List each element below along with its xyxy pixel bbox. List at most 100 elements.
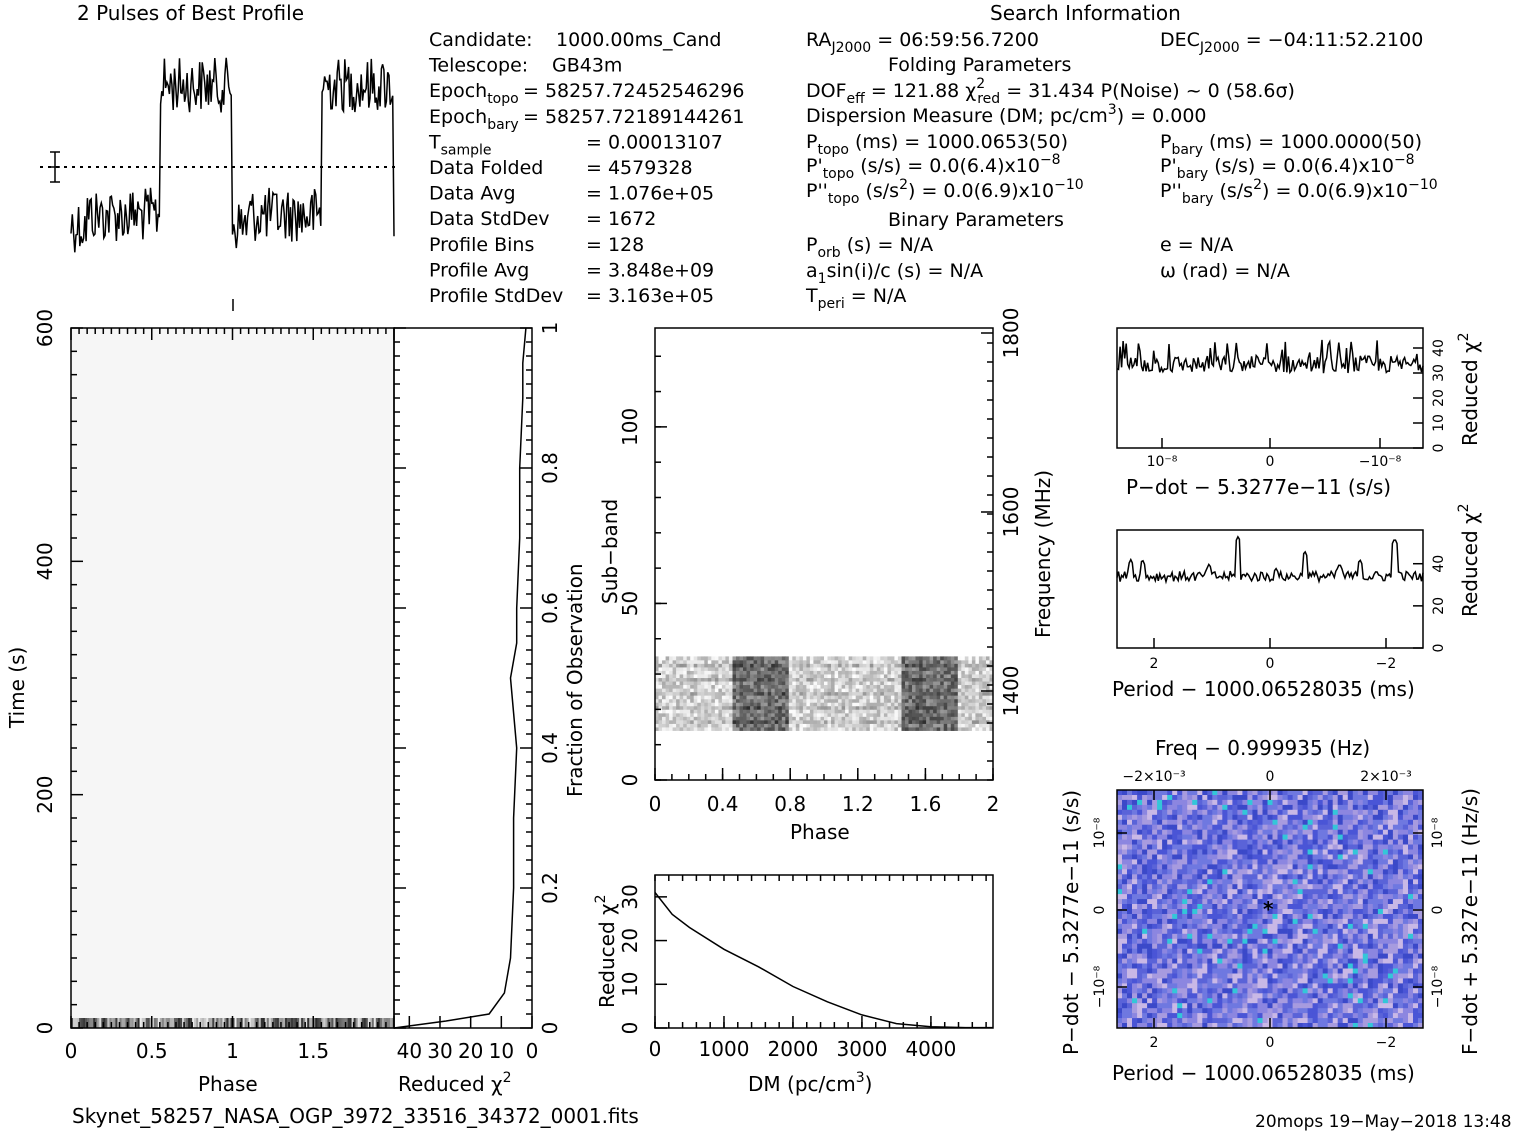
ct-xtick-label: 40	[397, 1039, 422, 1063]
sb-y2label: Frequency (MHz)	[1031, 470, 1055, 638]
pd-xtick-label: 10⁻⁸	[1147, 454, 1178, 470]
info-row-value: = 3.848e+09	[586, 259, 714, 281]
dm-xtick-label: 3000	[836, 1037, 887, 1061]
pe-xlabel: Period − 1000.06528035 (ms)	[1112, 677, 1415, 701]
tp-ytick-label: 600	[33, 309, 57, 347]
ppdot-ticks: 2 0 −2 −2×10⁻³ 0 2×10⁻³ 10⁻⁸ 0 −10⁻⁸ 10⁻⁸ 0 −10⁻⁸	[1092, 769, 1446, 1051]
dm-ytick-label: 20	[618, 928, 642, 953]
sb-xtick-label: 2	[987, 792, 1000, 816]
pbary-value: Pbary (ms) = 1000.0000(50)	[1160, 131, 1422, 158]
pd-xtick-label: 0	[1266, 454, 1275, 470]
ct-xtick-label: 30	[427, 1039, 452, 1063]
dm-chi2-plot: 0 1000 2000 3000 4000 0 10 20 30	[618, 874, 994, 1061]
subband-phase-plot: 0 0.4 0.8 1.2 1.6 2 0 50 100 1400 1600 1800	[618, 308, 1023, 816]
omega-value: ω (rad) = N/A	[1160, 260, 1290, 282]
ct-ytick-label: 0.8	[538, 452, 562, 484]
binary-title: Binary Parameters	[888, 209, 1064, 231]
tp-ytick-label: 400	[33, 542, 57, 580]
pp-xtick-label: −2	[1376, 1035, 1397, 1051]
ecc-value: e = N/A	[1160, 234, 1233, 256]
timestamp: 20mops 19−May−2018 13:48	[1255, 1112, 1512, 1132]
ct-xtick-label: 10	[489, 1039, 514, 1063]
info-row-label: Data Avg	[429, 183, 516, 205]
sb-xtick-label: 1.6	[909, 792, 941, 816]
pe-ytick-label: 20	[1431, 597, 1447, 615]
sb-xtick-label: 0.8	[774, 792, 806, 816]
subband-ticks: 0 0.4 0.8 1.2 1.6 2 0 50 100 1400 1600 1800	[618, 308, 1023, 816]
tp-ytick-label: 200	[33, 776, 57, 814]
pp-ytick-label: 10⁻⁸	[1092, 817, 1108, 848]
pdot-chi2-ticks: 10⁻⁸ 0 −10⁻⁸ 0 10 20 30 40	[1147, 339, 1447, 470]
time-phase-first-block	[71, 1018, 395, 1028]
info-row-value: GB43m	[552, 55, 622, 77]
sb-xlabel: Phase	[790, 820, 850, 844]
search-info-title: Search Information	[990, 1, 1181, 25]
info-row-value: 1000.00ms_Cand	[556, 29, 722, 51]
best-candidate-marker: *	[1263, 897, 1274, 921]
axis-labels: Phase Time (s) Reduced χ2 Fraction of Ob…	[5, 332, 1482, 1096]
sb-ytick-label: 50	[618, 591, 642, 616]
fits-filename: Skynet_58257_NASA_OGP_3972_33516_34372_0…	[72, 1104, 639, 1128]
pp-y2label: F−dot + 5.327e−11 (Hz/s)	[1458, 788, 1482, 1055]
ct-xtick-label: 20	[458, 1039, 483, 1063]
dm-ytick-label: 0	[618, 1022, 642, 1035]
pp-y2tick-label: 10⁻⁸	[1430, 817, 1446, 848]
sb-xtick-label: 1.2	[842, 792, 874, 816]
info-row-label: Tsample	[428, 131, 492, 158]
profile-series	[70, 57, 395, 253]
info-row-value: = 1672	[586, 208, 656, 230]
info-row-value: = 128	[586, 234, 644, 256]
ra-value: RAJ2000 = 06:59:56.7200	[806, 29, 1039, 56]
info-row-label: Epochtopo	[429, 80, 519, 107]
pe-xtick-label: 2	[1150, 656, 1159, 672]
tp-ytick-label: 0	[33, 1022, 57, 1035]
ct-ytick-label: 0.2	[538, 872, 562, 904]
sb-y2tick-label: 1800	[999, 308, 1023, 359]
pe-xtick-label: 0	[1266, 656, 1275, 672]
pp-xtick-label: 0	[1266, 1035, 1275, 1051]
info-row-value: = 58257.72452546296	[523, 80, 744, 102]
pp-x2tick-label: −2×10⁻³	[1122, 769, 1185, 785]
dm-xtick-label: 2000	[768, 1037, 819, 1061]
profile-errorbar	[50, 151, 60, 183]
dec-value: DECJ2000 = −04:11:52.2100	[1160, 29, 1423, 56]
pp-ytick-label: −10⁻⁸	[1092, 965, 1108, 1008]
info-row-label: Data Folded	[429, 157, 543, 179]
ct-ytick-label: 1	[538, 322, 562, 335]
pd-ylabel: Reduced χ2	[1456, 332, 1482, 446]
pe-xtick-label: −2	[1376, 656, 1397, 672]
subband-heatmap	[655, 656, 994, 731]
dm-xtick-label: 4000	[905, 1037, 956, 1061]
ct-ytick-label: 0	[538, 1022, 562, 1035]
tp-xlabel: Phase	[198, 1072, 258, 1096]
ct-ytick-label: 0.6	[538, 592, 562, 624]
pp-y2tick-label: 0	[1430, 906, 1446, 915]
ptopo-value: Ptopo (ms) = 1000.0653(50)	[806, 131, 1068, 158]
ppdot-heatmap	[1117, 790, 1424, 1029]
pdot-chi2-series	[1116, 339, 1424, 375]
dof-value: DOFeff = 121.88 χ2 red = 31.434 P(Noise) …	[806, 76, 1295, 107]
time-phase-plot: 0 0.5 1 1.5 0 200 400 600	[33, 309, 395, 1063]
info-row-value: = 58257.72189144261	[523, 106, 744, 128]
pe-ylabel: Reduced χ2	[1456, 503, 1482, 617]
ct-ylabel: Fraction of Observation	[563, 563, 587, 797]
info-row-value: = 1.076e+05	[586, 183, 714, 205]
sb-ytick-label: 100	[618, 408, 642, 446]
best-profile-plot	[40, 57, 398, 311]
pe-ytick-label: 0	[1431, 644, 1447, 653]
tp-ylabel: Time (s)	[5, 647, 29, 729]
sb-y2tick-label: 1400	[999, 666, 1023, 717]
porb-value: Porb (s) = N/A	[806, 234, 933, 261]
dm-chi2-frame	[654, 874, 994, 1029]
sb-y2tick-label: 1600	[999, 487, 1023, 538]
info-row-value: = 3.163e+05	[586, 285, 714, 307]
info-row-label: Data StdDev	[429, 208, 550, 230]
pp-x2tick-label: 0	[1266, 769, 1275, 785]
pp-ylabel: P−dot − 5.3277e−11 (s/s)	[1059, 790, 1083, 1055]
chi2-time-ticks: 40 30 20 10 0 0 0.2 0.4 0.6 0.8 1	[394, 322, 562, 1063]
pp-ytick-label: 0	[1092, 906, 1108, 915]
dm-xlabel: DM (pc/cm3)	[748, 1070, 872, 1096]
chi2-time-plot: 40 30 20 10 0 0 0.2 0.4 0.6 0.8 1	[393, 322, 562, 1063]
